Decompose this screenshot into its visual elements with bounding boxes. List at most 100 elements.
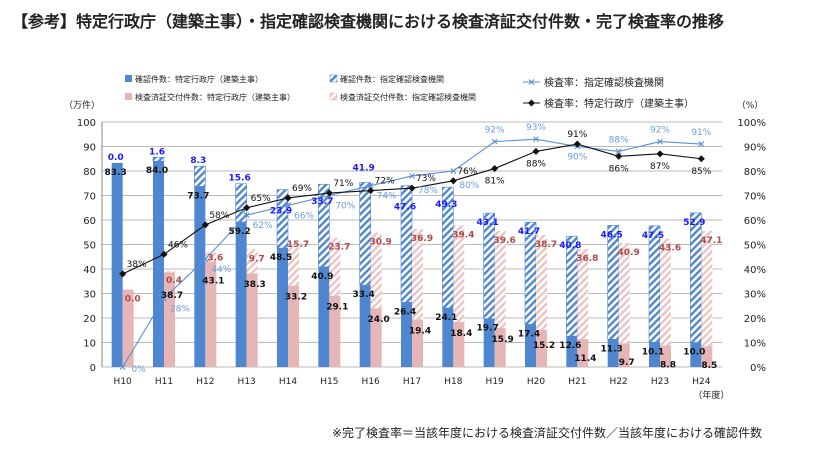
y2-tick-label: 60% (744, 216, 766, 227)
y-tick-label: 100 (77, 118, 96, 129)
bar-inspect-gov (660, 345, 671, 367)
y2-axis-label: （%） (737, 100, 764, 111)
data-label: 47.1 (700, 236, 722, 246)
y-tick-label: 0 (90, 363, 96, 374)
data-label: 40.9 (311, 272, 333, 282)
bar-inspect-gov (494, 328, 506, 367)
bar-inspect-designated (164, 271, 175, 273)
line-marker (491, 138, 498, 145)
y2-tick-label: 80% (744, 167, 766, 178)
data-label: 33.7 (311, 197, 333, 207)
legend-label: 確認件数：特定行政庁（建築主事） (135, 74, 263, 84)
data-label: 41.7 (518, 227, 540, 237)
line-marker (615, 148, 622, 155)
y-tick-label: 50 (83, 241, 96, 252)
line-marker (285, 202, 291, 209)
data-label: 15.7 (287, 240, 309, 250)
data-label: 19.4 (409, 326, 431, 336)
bar-confirm-designated (607, 225, 619, 340)
bar-inspect-gov (618, 343, 630, 367)
data-label: 38.7 (535, 240, 557, 250)
bar-inspect-gov (701, 346, 713, 367)
line-marker (533, 136, 539, 143)
bar-inspect-gov (329, 295, 341, 367)
bar-inspect-designated (370, 232, 382, 309)
data-label: 18.4 (450, 329, 472, 339)
rate-label: 58% (209, 211, 229, 221)
bar-confirm-gov (442, 307, 454, 367)
line-marker (119, 270, 127, 278)
line-marker (325, 189, 333, 197)
rate-label: 69% (292, 184, 312, 194)
bar-confirm-gov (566, 336, 578, 367)
rate-label: 38% (127, 260, 147, 270)
rate-label: 70% (335, 202, 355, 212)
bar-inspect-gov (370, 308, 382, 367)
bar-inspect-gov (122, 289, 134, 367)
bar-inspect-designated (494, 231, 506, 329)
rate-label: 46% (168, 240, 188, 250)
data-label: 59.2 (229, 227, 251, 237)
legend-label: 確認件数：指定確認検査機関 (340, 74, 444, 84)
data-label: 0.4 (166, 276, 182, 286)
data-label: 39.6 (494, 236, 516, 246)
data-label: 3.6 (207, 254, 223, 264)
data-label: 38.7 (161, 291, 183, 301)
legend-swatch (125, 75, 132, 82)
y2-tick-label: 90% (744, 143, 766, 154)
bar-inspect-designated (577, 248, 589, 340)
chart-title: 【参考】特定行政庁（建築主事）・指定確認検査機関における検査済証交付件数・完了検… (12, 12, 725, 31)
data-label: 23.7 (328, 243, 350, 253)
bar-inspect-gov (164, 272, 175, 367)
data-label: 10.1 (642, 347, 664, 357)
y-tick-label: 10 (83, 339, 96, 350)
bar-inspect-designated (701, 230, 713, 347)
rate-label: 74% (377, 192, 397, 202)
line-marker (409, 173, 415, 179)
y2-tick-label: 20% (744, 314, 766, 325)
data-label: 52.9 (683, 218, 705, 228)
bar-confirm-gov (401, 302, 412, 367)
y2-tick-label: 50% (744, 241, 766, 252)
rate-label: 92% (485, 126, 505, 136)
bar-confirm-designated (318, 183, 330, 268)
data-label: 84.0 (146, 166, 168, 176)
legend-swatch (329, 74, 338, 83)
legend-marker (527, 99, 536, 107)
rate-label: 28% (170, 304, 190, 314)
bar-inspect-gov (246, 273, 258, 367)
data-label: 73.7 (187, 191, 209, 201)
data-label: 0.0 (125, 295, 141, 305)
legend-label: 検査済証交付件数：特定行政庁（建築主事） (135, 92, 295, 102)
rate-label: 65% (251, 194, 271, 204)
data-label: 11.4 (574, 354, 596, 364)
bar-inspect-designated (329, 237, 341, 296)
legend-label: 検査率：指定確認検査機関 (544, 76, 664, 89)
rate-label: 87% (650, 162, 670, 172)
rate-label: 93% (526, 123, 546, 133)
data-label: 1.6 (149, 147, 165, 157)
bar-confirm-gov (359, 285, 371, 367)
rate-label: 85% (691, 167, 711, 177)
bar-inspect-designated (288, 247, 299, 286)
line-marker (119, 364, 126, 370)
bar-inspect-designated (412, 229, 423, 320)
line-marker (656, 150, 664, 158)
line-marker (698, 141, 705, 147)
footnote: ※完了検査率＝当該年度における検査済証交付件数／当該年度における確認件数 (332, 426, 763, 440)
line-marker (615, 152, 623, 160)
x-tick-label: H14 (279, 377, 297, 387)
line-marker (573, 140, 581, 148)
data-label: 29.1 (326, 303, 348, 313)
x-tick-label: H11 (155, 377, 173, 387)
data-label: 9.7 (249, 254, 265, 264)
data-label: 33.2 (285, 293, 307, 303)
bar-confirm-designated (235, 183, 247, 223)
bar-inspect-designated (660, 238, 671, 346)
x-tick-label: H18 (444, 377, 462, 387)
y2-tick-label: 0% (750, 363, 766, 374)
bar-confirm-gov (277, 248, 288, 367)
line-marker (657, 138, 663, 145)
y2-tick-label: 100% (737, 118, 766, 129)
